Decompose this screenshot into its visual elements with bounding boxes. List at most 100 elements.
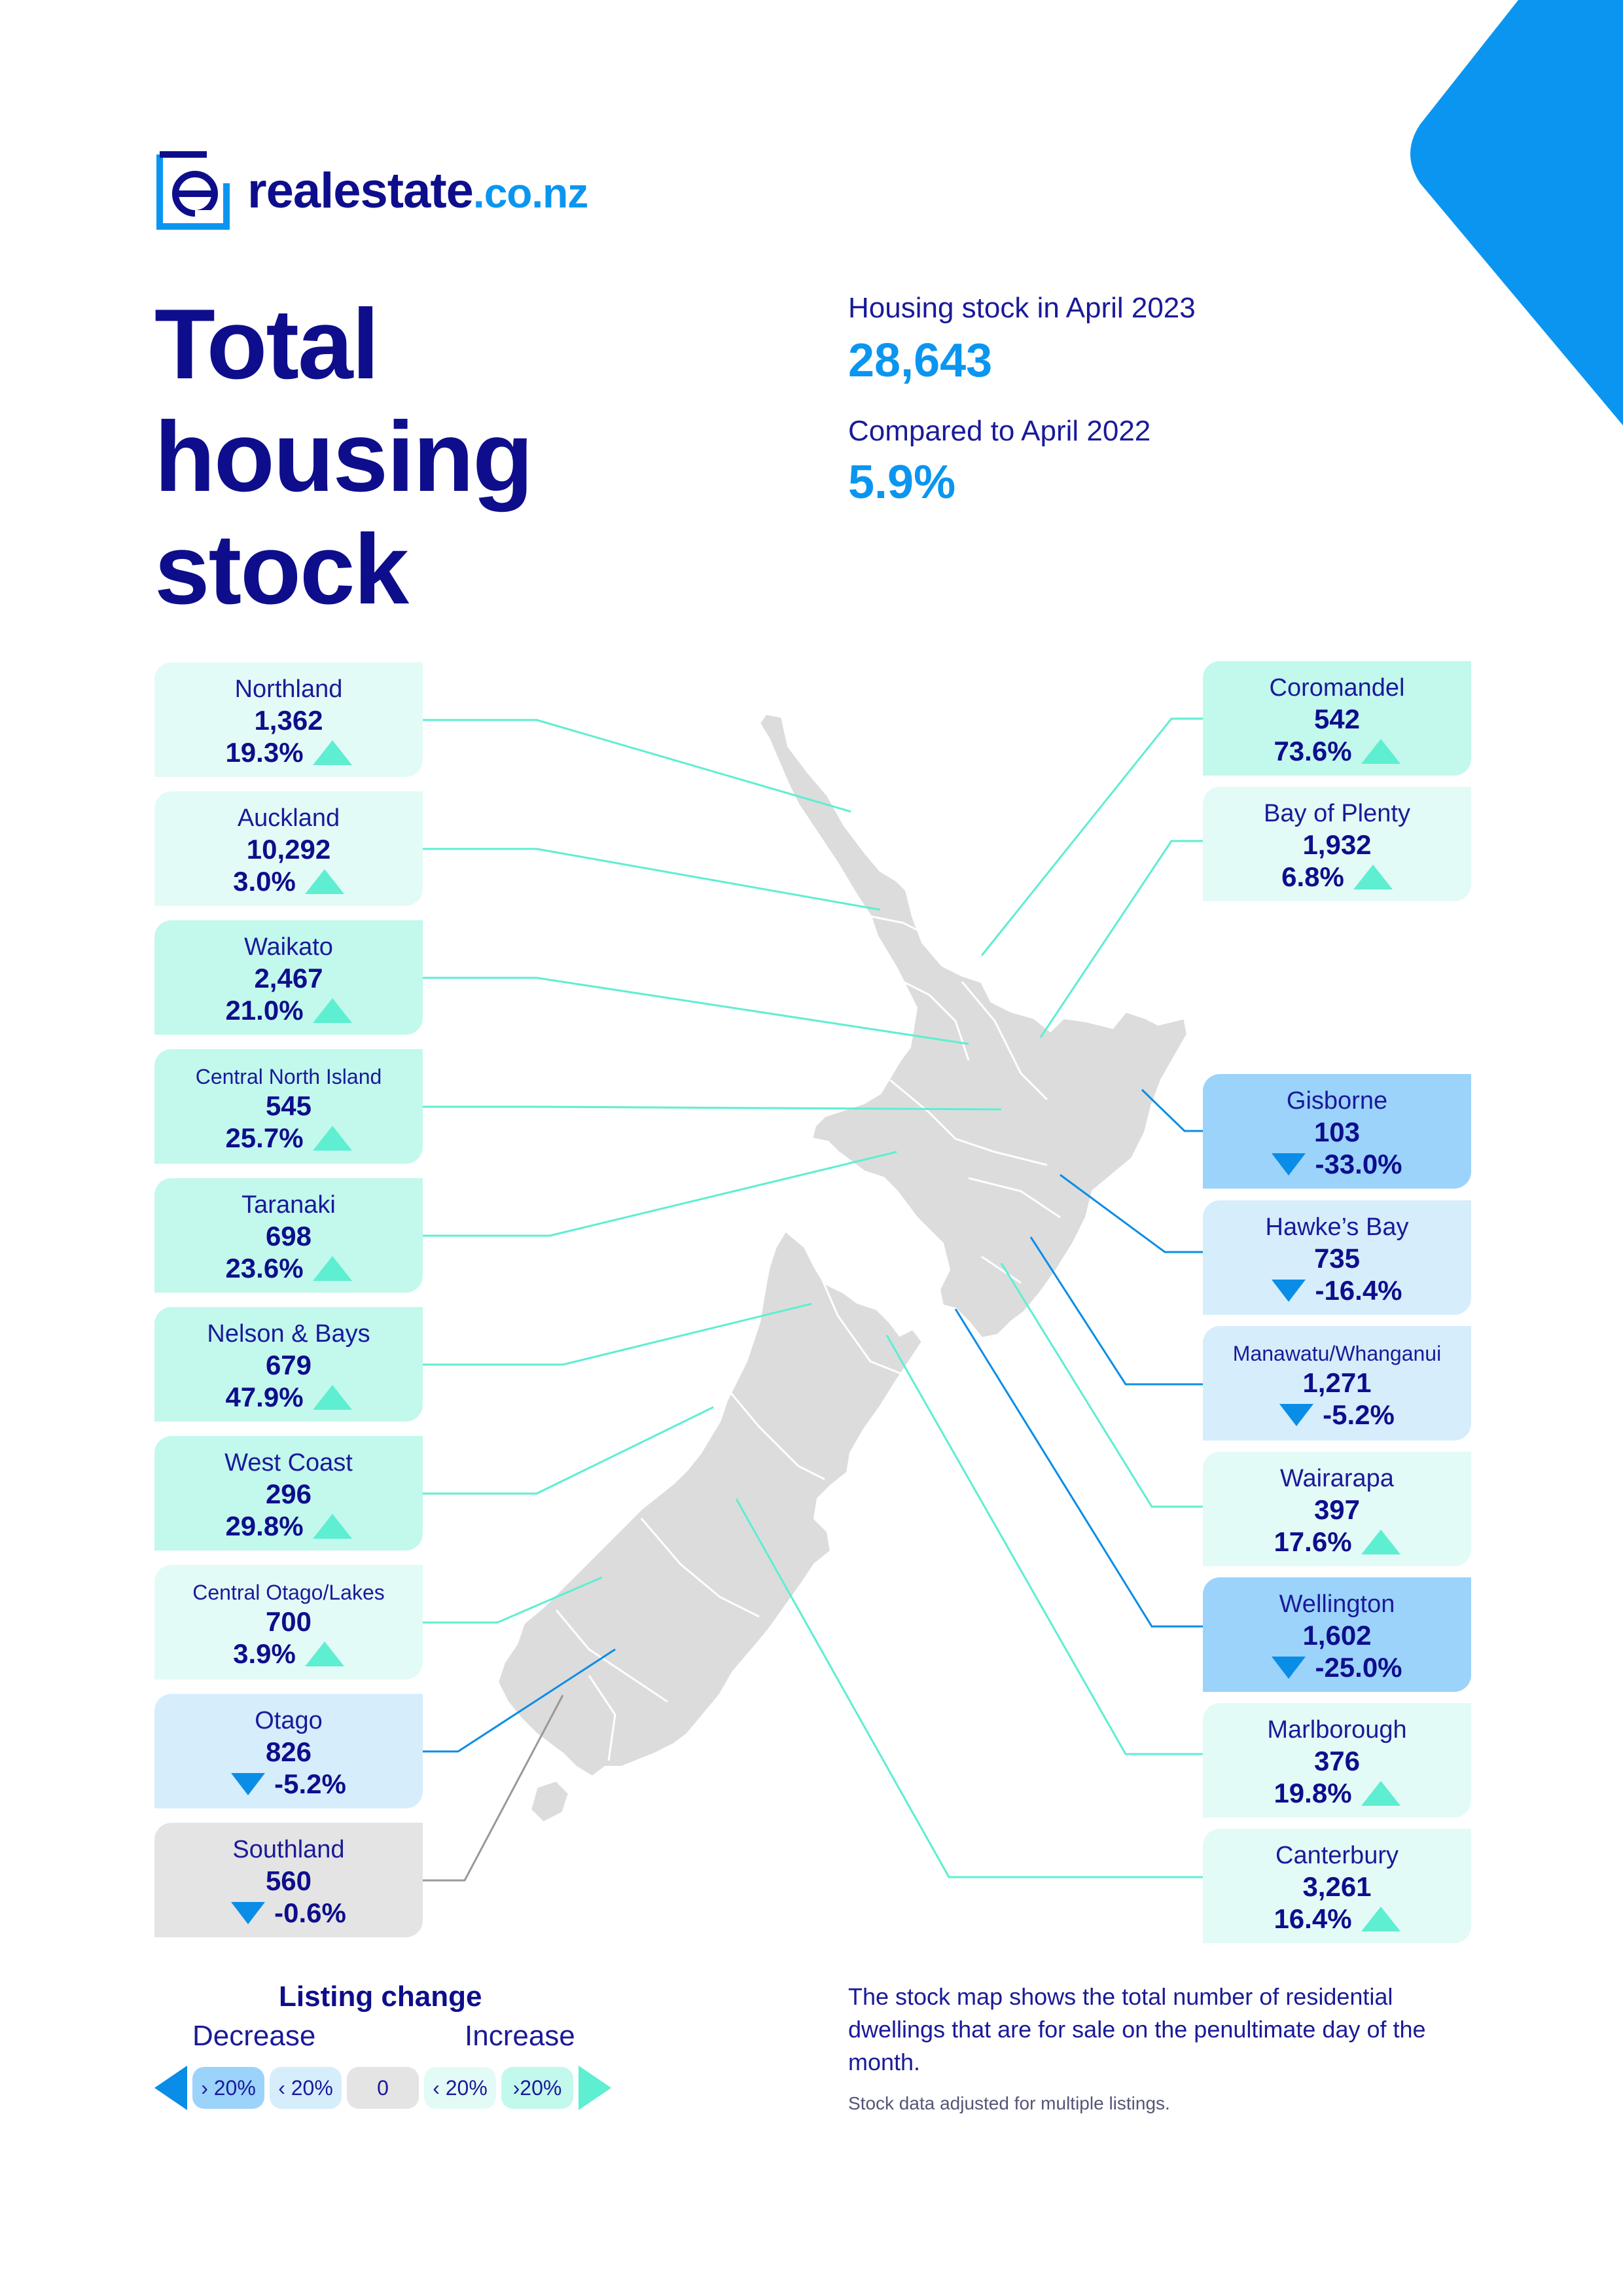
leader-line xyxy=(1141,1088,1203,1132)
card-central-north-island[interactable]: Central North Island 545 25.7% xyxy=(154,1049,423,1164)
region-borders xyxy=(555,915,1061,1761)
card-marlborough[interactable]: Marlborough 376 19.8% xyxy=(1203,1703,1471,1818)
increase-arrow-icon xyxy=(579,2066,611,2110)
card-change: 6.8% xyxy=(1203,861,1471,893)
card-central-otago-lakes[interactable]: Central Otago/Lakes 700 3.9% xyxy=(154,1565,423,1679)
card-bay-of-plenty[interactable]: Bay of Plenty 1,932 6.8% xyxy=(1203,787,1471,901)
card-otago[interactable]: Otago 826 -5.2% xyxy=(154,1694,423,1808)
card-name: Central Otago/Lakes xyxy=(192,1581,385,1604)
change-text: 25.7% xyxy=(225,1122,304,1153)
legend-scale: › 20% ‹ 20% 0 ‹ 20% ›20% xyxy=(154,2066,611,2110)
title-line-1: Total xyxy=(154,289,380,400)
card-value: 2,467 xyxy=(254,963,323,994)
leader-line xyxy=(423,1151,897,1237)
change-text: -33.0% xyxy=(1315,1149,1402,1179)
card-value: 560 xyxy=(265,1865,312,1896)
card-name: Southland xyxy=(232,1836,345,1863)
card-wairarapa[interactable]: Wairarapa 397 17.6% xyxy=(1203,1452,1471,1566)
decrease-arrow-icon xyxy=(231,1773,266,1795)
card-coromandel[interactable]: Coromandel 542 73.6% xyxy=(1203,661,1471,776)
card-value: 698 xyxy=(265,1221,312,1251)
card-name: Taranaki xyxy=(241,1191,336,1219)
card-change: -5.2% xyxy=(154,1768,423,1801)
card-value: 10,292 xyxy=(246,834,331,865)
card-hawkes-bay[interactable]: Hawke’s Bay 735 -16.4% xyxy=(1203,1200,1471,1315)
decrease-arrow-icon xyxy=(1272,1657,1306,1679)
card-gisborne[interactable]: Gisborne 103 -33.0% xyxy=(1203,1074,1471,1189)
footnote: Stock data adjusted for multiple listing… xyxy=(848,2093,1170,2113)
card-nelson-bays[interactable]: Nelson & Bays 679 47.9% xyxy=(154,1307,423,1422)
card-change: -0.6% xyxy=(154,1897,423,1929)
leader-line xyxy=(1000,1263,1203,1508)
card-west-coast[interactable]: West Coast 296 29.8% xyxy=(154,1436,423,1551)
change-text: 19.3% xyxy=(225,737,304,768)
card-value: 3,261 xyxy=(1302,1871,1372,1902)
change-text: 6.8% xyxy=(1281,861,1344,892)
card-change: -33.0% xyxy=(1203,1148,1471,1181)
card-auckland[interactable]: Auckland 10,292 3.0% xyxy=(154,791,423,906)
card-waikato[interactable]: Waikato 2,467 21.0% xyxy=(154,920,423,1035)
card-northland[interactable]: Northland 1,362 19.3% xyxy=(154,662,423,777)
leader-line xyxy=(423,977,969,1045)
card-value: 545 xyxy=(265,1090,312,1121)
card-value: 103 xyxy=(1313,1117,1361,1147)
card-value: 735 xyxy=(1313,1243,1361,1274)
increase-arrow-icon xyxy=(312,1256,352,1281)
increase-arrow-icon xyxy=(312,1385,352,1410)
card-manawatu-whanganui[interactable]: Manawatu/Whanganui 1,271 -5.2% xyxy=(1203,1326,1471,1441)
leader-line xyxy=(423,1406,714,1495)
change-text: 3.9% xyxy=(233,1638,296,1669)
legend-chip-decrease-strong: › 20% xyxy=(192,2067,264,2109)
leader-lines xyxy=(423,717,1203,1882)
card-change: 23.6% xyxy=(154,1252,423,1285)
card-southland[interactable]: Southland 560 -0.6% xyxy=(154,1823,423,1937)
card-value: 376 xyxy=(1313,1746,1361,1776)
card-change: -5.2% xyxy=(1203,1399,1471,1431)
leader-line xyxy=(423,1648,616,1753)
leader-line xyxy=(423,1302,812,1366)
leader-line xyxy=(885,1335,1203,1755)
logo-icon xyxy=(156,151,230,230)
legend-title: Listing change xyxy=(279,1981,482,2013)
card-change: 21.0% xyxy=(154,994,423,1027)
change-text: -0.6% xyxy=(274,1897,346,1928)
card-name: Bay of Plenty xyxy=(1264,800,1410,827)
card-name: Nelson & Bays xyxy=(207,1320,370,1348)
card-wellington[interactable]: Wellington 1,602 -25.0% xyxy=(1203,1577,1471,1692)
stock-label: Housing stock in April 2023 xyxy=(848,292,1196,324)
card-value: 397 xyxy=(1313,1494,1361,1525)
increase-arrow-icon xyxy=(312,740,352,765)
leader-line xyxy=(1060,1174,1203,1253)
card-name: Marlborough xyxy=(1267,1716,1407,1744)
increase-arrow-icon xyxy=(312,1514,352,1539)
card-change: 3.9% xyxy=(154,1638,423,1670)
change-text: 47.9% xyxy=(225,1382,304,1412)
stock-value: 28,643 xyxy=(848,334,993,387)
increase-arrow-icon xyxy=(1361,1781,1400,1806)
card-name: Coromandel xyxy=(1269,674,1405,702)
card-value: 1,271 xyxy=(1302,1367,1372,1398)
card-taranaki[interactable]: Taranaki 698 23.6% xyxy=(154,1178,423,1293)
card-change: 19.8% xyxy=(1203,1777,1471,1810)
increase-arrow-icon xyxy=(304,869,344,894)
card-change: 29.8% xyxy=(154,1510,423,1543)
legend-chip-increase-strong: ›20% xyxy=(501,2067,573,2109)
card-name: Manawatu/Whanganui xyxy=(1232,1342,1442,1365)
south-island-shape xyxy=(495,1228,925,1779)
card-change: 16.4% xyxy=(1203,1903,1471,1935)
card-canterbury[interactable]: Canterbury 3,261 16.4% xyxy=(1203,1829,1471,1943)
card-name: Canterbury xyxy=(1275,1842,1399,1869)
change-text: -5.2% xyxy=(274,1768,346,1799)
legend-increase-label: Increase xyxy=(465,2020,575,2052)
leader-line xyxy=(954,1308,1203,1628)
increase-arrow-icon xyxy=(312,1126,352,1151)
card-change: -16.4% xyxy=(1203,1274,1471,1307)
change-text: 21.0% xyxy=(225,995,304,1026)
card-value: 679 xyxy=(265,1350,312,1380)
legend-chip-neutral: 0 xyxy=(347,2067,419,2109)
change-text: 23.6% xyxy=(225,1253,304,1283)
leader-line xyxy=(980,717,1203,956)
increase-arrow-icon xyxy=(304,1641,344,1666)
change-text: 19.8% xyxy=(1274,1778,1352,1808)
